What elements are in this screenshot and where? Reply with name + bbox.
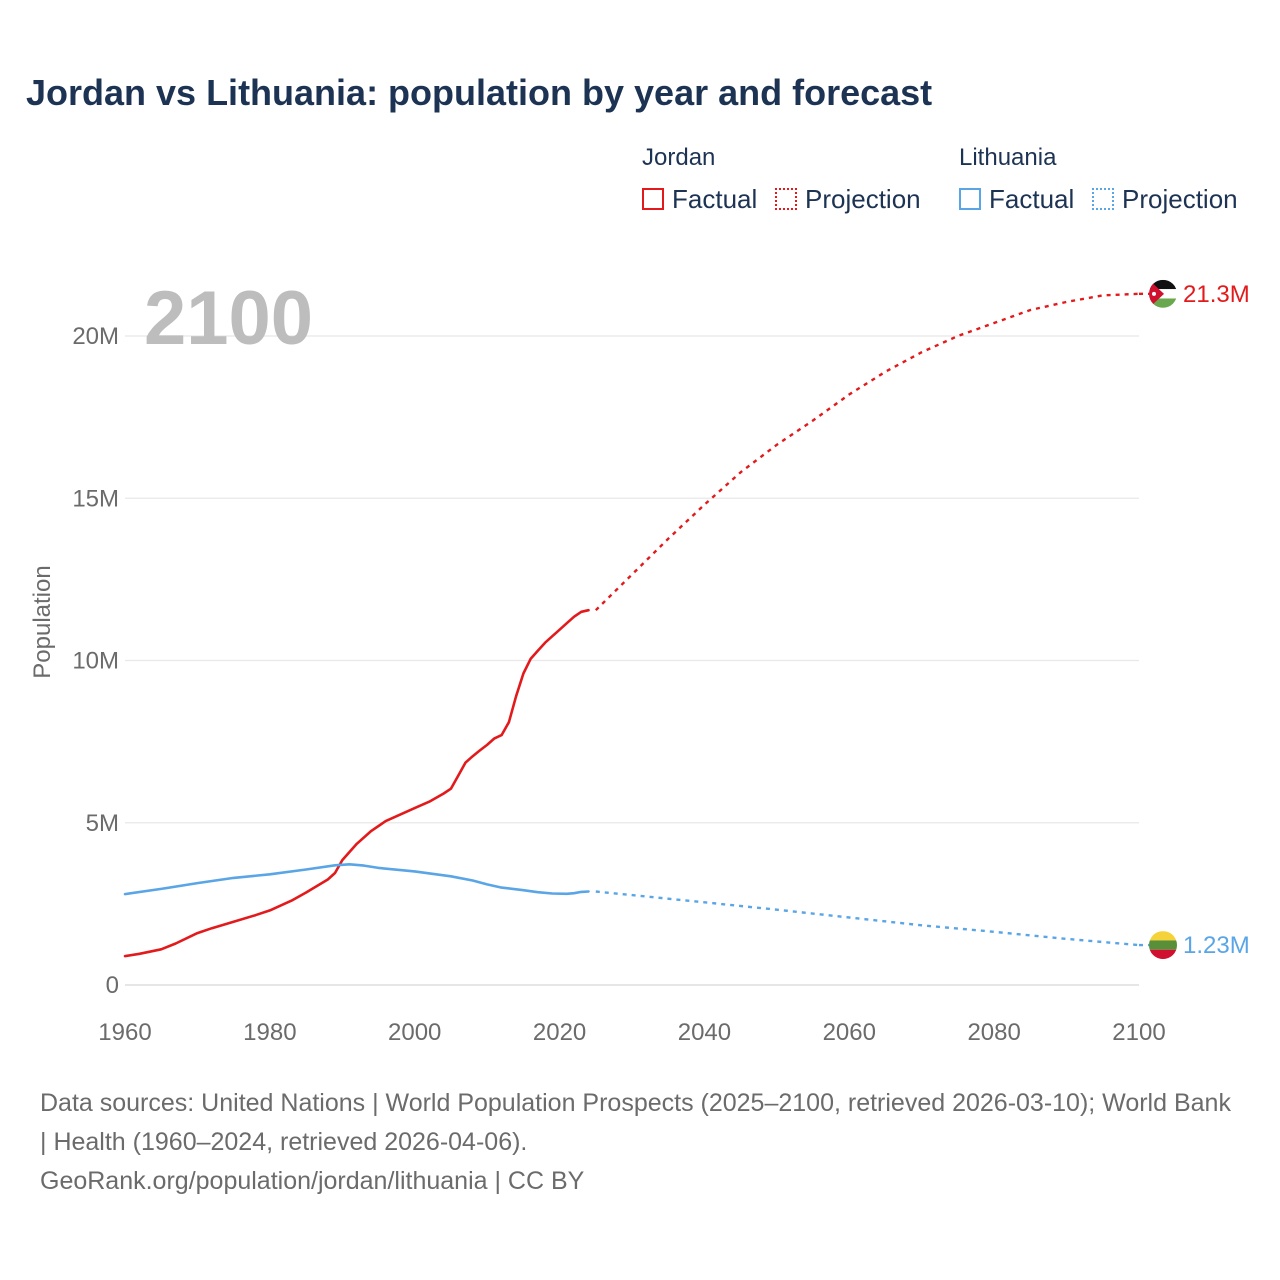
x-tick-label-6: 2080: [967, 1019, 1020, 1046]
legend-lithuania-factual[interactable]: Factual: [959, 184, 1074, 214]
x-tick-label-4: 2040: [678, 1019, 731, 1046]
source-line-2[interactable]: GeoRank.org/population/jordan/lithuania …: [40, 1167, 585, 1195]
y-axis-ticks: 0 5M 10M 15M 20M: [72, 323, 119, 999]
y-tick-label-2: 10M: [72, 648, 119, 675]
y-tick-label-1: 5M: [86, 810, 119, 837]
source-line-1: Data sources: United Nations | World Pop…: [40, 1089, 1231, 1156]
lithuania-flag-icon: [1149, 931, 1177, 960]
jordan-flag-icon: [1149, 279, 1177, 308]
x-tick-label-2: 2000: [388, 1019, 441, 1046]
jordan-end-label: 21.3M: [1183, 281, 1250, 308]
y-tick-label-3: 15M: [72, 485, 119, 512]
legend-group-lithuania: Lithuania: [959, 144, 1057, 171]
legend-label-lithuania-factual: Factual: [989, 183, 1075, 214]
y-tick-label-0: 0: [106, 972, 119, 999]
jordan-factual-line: [123, 608, 590, 958]
legend-swatch-lithuania-factual: [959, 188, 981, 210]
chart-title: Jordan vs Lithuania: population by year …: [26, 72, 933, 113]
legend-lithuania-projection[interactable]: Projection: [1092, 184, 1238, 214]
legend-jordan-factual[interactable]: Factual: [642, 184, 757, 214]
legend-swatch-lithuania-projection: [1092, 188, 1114, 210]
year-label: 2100: [144, 276, 313, 361]
x-tick-label-0: 1960: [98, 1019, 151, 1046]
grid-lines: [125, 335, 1139, 986]
legend-label-jordan-factual: Factual: [672, 183, 758, 214]
x-tick-label-7: 2100: [1112, 1019, 1165, 1046]
jordan-projection-line: [594, 292, 1140, 612]
source-note: Data sources: United Nations | World Pop…: [40, 1084, 1240, 1201]
y-tick-label-4: 20M: [72, 323, 119, 350]
series-lines: [123, 292, 1140, 958]
x-tick-label-1: 1980: [243, 1019, 296, 1046]
x-axis-ticks: 1960 1980 2000 2020 2040 2060 2080 2100: [98, 1019, 1165, 1046]
legend-swatch-jordan-projection: [775, 188, 797, 210]
legend-label-lithuania-projection: Projection: [1122, 183, 1238, 214]
y-axis-label: Population: [29, 565, 56, 678]
legend-swatch-jordan-factual: [642, 188, 664, 210]
population-chart: 0 5M 10M 15M 20M 1960 1980 2000 2020 2040 2060 208…: [29, 276, 1250, 1046]
x-tick-label-5: 2060: [823, 1019, 876, 1046]
series-endpoints: 21.3M 1.23M: [1139, 279, 1250, 960]
lithuania-projection-line: [595, 890, 1140, 947]
legend-jordan-projection[interactable]: Projection: [775, 184, 921, 214]
legend-label-jordan-projection: Projection: [805, 183, 921, 214]
lithuania-factual-line: [123, 863, 590, 896]
lithuania-end-label: 1.23M: [1183, 932, 1250, 959]
legend-group-jordan: Jordan: [642, 144, 716, 171]
x-tick-label-3: 2020: [533, 1019, 586, 1046]
